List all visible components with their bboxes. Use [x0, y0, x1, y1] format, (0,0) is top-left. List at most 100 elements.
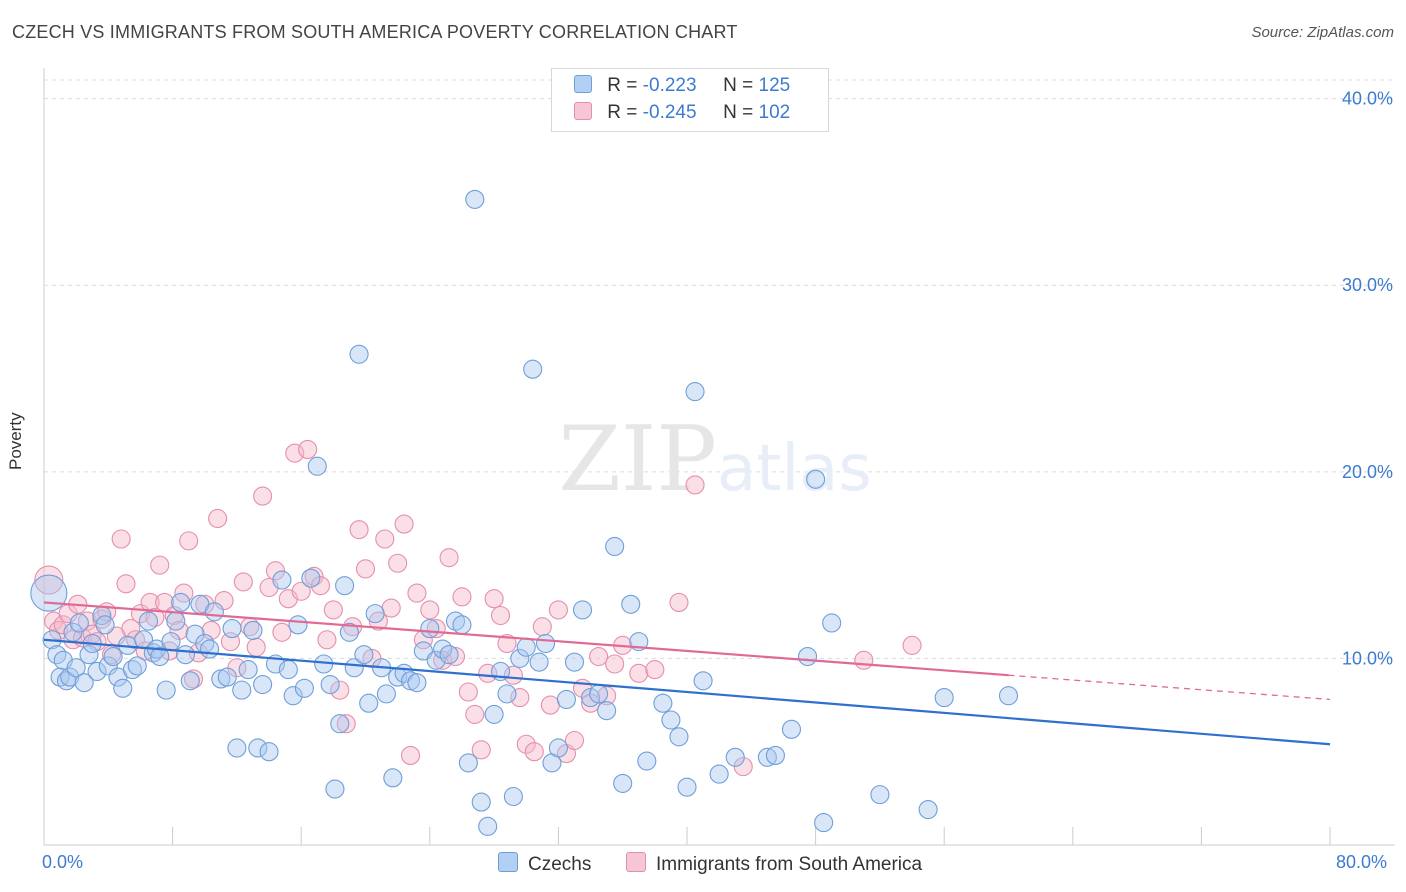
immigrants-point	[524, 742, 544, 762]
czechs-point	[344, 658, 364, 678]
czechs-point	[465, 189, 485, 209]
czechs-point	[376, 684, 396, 704]
immigrants-point	[272, 622, 292, 642]
czechs-point	[301, 568, 321, 588]
immigrants-swatch	[574, 102, 592, 120]
czechs-swatch	[498, 852, 518, 872]
czechs-point	[339, 622, 359, 642]
czechs-point	[272, 570, 292, 590]
czechs-point	[307, 456, 327, 476]
czechs-point	[217, 667, 237, 687]
czechs-point	[471, 792, 491, 812]
czechs-point	[572, 600, 593, 620]
n-label: N =	[723, 102, 754, 123]
immigrants-point	[111, 529, 131, 549]
czechs-point	[548, 738, 568, 758]
immigrants-point	[510, 688, 530, 708]
czechs-point	[259, 742, 279, 762]
immigrants-point	[323, 600, 343, 620]
czechs-point	[709, 764, 729, 784]
immigrants-point	[336, 714, 356, 734]
czechs-point	[359, 693, 379, 713]
czechs-point	[637, 751, 657, 771]
immigrants-point	[685, 475, 705, 495]
czechs-point	[621, 594, 641, 614]
czechs-point	[478, 816, 498, 836]
immigrants-point	[540, 695, 560, 715]
czechs-point	[156, 680, 176, 700]
y-tick-label: 10.0%	[1342, 648, 1393, 668]
immigrants-point	[304, 566, 324, 586]
immigrants-point	[285, 443, 305, 463]
czechs-point	[677, 777, 697, 797]
czechs-point	[597, 701, 617, 721]
legend-row-czechs: R = -0.223 N = 125	[574, 75, 790, 97]
czechs-point	[685, 382, 705, 402]
czechs-point	[294, 678, 314, 698]
czechs-point	[613, 773, 633, 793]
czechs-point	[400, 671, 421, 691]
czechs-point	[556, 689, 576, 710]
immigrants-point	[183, 669, 204, 689]
czechs-point	[66, 658, 86, 678]
czechs-point	[765, 745, 785, 765]
legend-immigrants-label: Immigrants from South America	[656, 854, 923, 875]
y-tick-label: 40.0%	[1342, 89, 1393, 109]
immigrants-point	[490, 605, 511, 626]
czechs-point	[484, 704, 504, 724]
czechs-point	[204, 602, 224, 622]
czechs-point	[320, 674, 340, 695]
immigrants-r-value: -0.245	[642, 102, 697, 123]
axes	[43, 68, 1395, 846]
immigrants-point	[465, 704, 485, 724]
czechs-point	[278, 660, 298, 680]
immigrants-point	[516, 734, 536, 754]
gridlines	[44, 79, 1395, 659]
immigrants-point	[233, 572, 253, 592]
czechs-point	[918, 799, 938, 820]
czechs-point	[725, 747, 745, 767]
czechs-point	[426, 650, 446, 670]
immigrants-points	[34, 439, 922, 777]
czechs-point	[161, 632, 181, 652]
immigrants-point	[394, 514, 414, 534]
immigrants-point	[854, 650, 874, 670]
czechs-swatch	[574, 75, 592, 93]
source-label: Source: ZipAtlas.com	[1251, 24, 1394, 41]
czechs-point	[138, 611, 159, 631]
immigrants-point	[253, 486, 273, 506]
czechs-point	[445, 611, 466, 631]
czechs-point	[458, 753, 478, 773]
czechs-point	[822, 613, 842, 633]
immigrants-point	[458, 682, 478, 702]
czechs-point	[113, 678, 133, 698]
czechs-point	[127, 656, 147, 676]
immigrants-point	[265, 561, 286, 581]
immigrants-point	[195, 594, 215, 614]
czechs-point	[211, 669, 231, 689]
legend-czechs: Czechs	[498, 852, 591, 876]
immigrants-point	[645, 660, 665, 680]
x-min-label: 0.0%	[42, 852, 84, 872]
czechs-point	[497, 684, 517, 704]
czechs-point	[238, 660, 258, 680]
immigrants-point	[605, 654, 625, 674]
immigrants-point	[246, 637, 266, 657]
immigrants-point	[381, 598, 401, 618]
czechs-point	[330, 714, 350, 734]
czechs-point	[69, 613, 89, 633]
czechs-point	[661, 710, 681, 730]
legend-immigrants: Immigrants from South America	[626, 852, 922, 876]
czechs-point	[693, 671, 713, 691]
czechs-point	[79, 645, 99, 665]
czechs-point	[175, 645, 196, 665]
czechs-point	[227, 738, 247, 758]
immigrants-point	[532, 617, 552, 637]
czechs-point	[535, 633, 556, 654]
czechs-point	[232, 680, 252, 700]
czechs-point	[998, 686, 1019, 706]
czechs-point	[452, 615, 472, 635]
immigrants-point	[355, 559, 376, 579]
chart-title: CZECH VS IMMIGRANTS FROM SOUTH AMERICA P…	[12, 22, 738, 42]
